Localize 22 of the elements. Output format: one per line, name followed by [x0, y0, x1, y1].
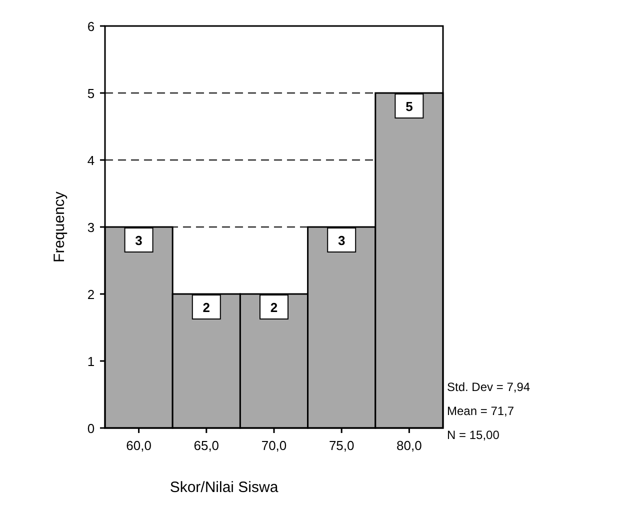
y-tick-label: 4	[87, 153, 95, 168]
text: N = 15,00	[447, 428, 500, 442]
text: Mean = 71,7	[447, 404, 514, 418]
y-tick-label: 3	[87, 220, 95, 235]
y-tick-label: 0	[87, 421, 95, 436]
data-label: 2	[270, 300, 278, 315]
x-tick-label: 80,0	[396, 438, 422, 453]
data-label: 3	[135, 233, 142, 248]
x-axis-title: Skor/Nilai Siswa	[170, 479, 279, 496]
x-tick-label: 60,0	[126, 438, 152, 453]
y-tick-label: 2	[87, 287, 95, 302]
x-tick-label: 75,0	[328, 438, 354, 453]
x-tick-label: 65,0	[194, 438, 220, 453]
y-tick-label: 1	[87, 354, 95, 369]
x-tick-label: 70,0	[261, 438, 287, 453]
y-tick-label: 6	[87, 19, 95, 34]
text: Std. Dev = 7,94	[447, 380, 530, 394]
y-axis-title: Frequency	[51, 191, 68, 262]
data-label: 2	[202, 300, 210, 315]
y-tick-label: 5	[87, 86, 95, 101]
data-label: 5	[406, 99, 413, 114]
data-label: 3	[338, 233, 346, 248]
